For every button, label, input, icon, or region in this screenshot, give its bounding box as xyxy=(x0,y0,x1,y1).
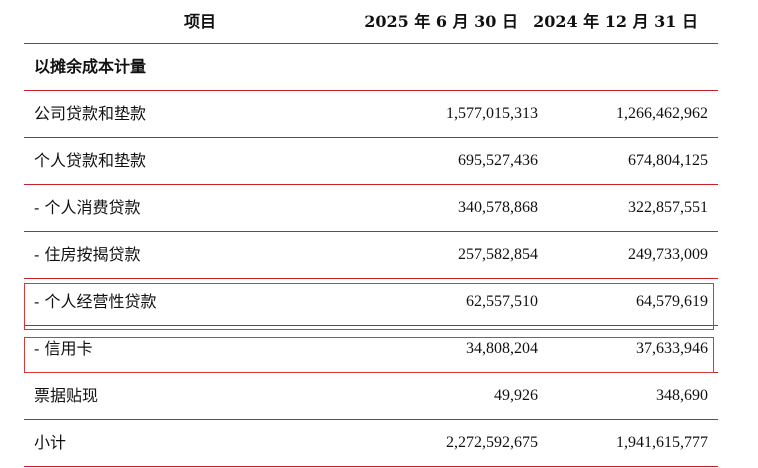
row-value-2025: 1,577,015,313 xyxy=(446,105,538,122)
row-label: 票据贴现 xyxy=(34,386,99,405)
section-title: 以摊余成本计量 xyxy=(34,57,147,76)
row-value-2025: 34,808,204 xyxy=(466,340,538,357)
row-label: - 住房按揭贷款 xyxy=(34,245,141,264)
row-value-2024: 674,804,125 xyxy=(628,152,708,169)
row-value-2025: 62,557,510 xyxy=(466,293,538,310)
row-value-2024: 348,690 xyxy=(656,387,708,404)
row-value-2025: 2,272,592,675 xyxy=(446,434,538,451)
loan-table: 项目 2025 年 6 月 30 日 2024 年 12 月 31 日 以摊余成… xyxy=(24,0,718,467)
table-row: 票据贴现 49,926 348,690 xyxy=(24,373,718,420)
row-value-2025: 340,578,868 xyxy=(458,199,538,216)
row-label: - 个人经营性贷款 xyxy=(34,292,157,311)
row-label: - 信用卡 xyxy=(34,339,93,358)
section-row: 以摊余成本计量 xyxy=(24,44,718,91)
row-value-2025: 695,527,436 xyxy=(458,152,538,169)
table-header: 项目 2025 年 6 月 30 日 2024 年 12 月 31 日 xyxy=(24,0,718,44)
table-row: 个人贷款和垫款 695,527,436 674,804,125 xyxy=(24,138,718,185)
row-value-2024: 1,941,615,777 xyxy=(616,434,708,451)
table-row: 公司贷款和垫款 1,577,015,313 1,266,462,962 xyxy=(24,91,718,138)
table-row-subtotal: 小计 2,272,592,675 1,941,615,777 xyxy=(24,420,718,467)
row-value-2024: 37,633,946 xyxy=(636,340,708,357)
row-label: 个人贷款和垫款 xyxy=(34,151,147,170)
row-label: 公司贷款和垫款 xyxy=(34,104,147,123)
row-value-2024: 322,857,551 xyxy=(628,199,708,216)
table-row: - 信用卡 34,808,204 37,633,946 xyxy=(24,326,718,373)
row-value-2025: 257,582,854 xyxy=(458,246,538,263)
header-item: 项目 xyxy=(184,11,217,31)
row-label: - 个人消费贷款 xyxy=(34,198,141,217)
row-label: 小计 xyxy=(34,433,67,452)
row-value-2024: 64,579,619 xyxy=(636,293,708,310)
row-value-2025: 49,926 xyxy=(494,387,538,404)
table-row: - 住房按揭贷款 257,582,854 249,733,009 xyxy=(24,232,718,279)
table-row: - 个人经营性贷款 62,557,510 64,579,619 xyxy=(24,279,718,326)
table-row: - 个人消费贷款 340,578,868 322,857,551 xyxy=(24,185,718,232)
row-value-2024: 249,733,009 xyxy=(628,246,708,263)
header-date-2024: 2024 年 12 月 31 日 xyxy=(533,11,698,31)
row-value-2024: 1,266,462,962 xyxy=(616,105,708,122)
header-date-2025: 2025 年 6 月 30 日 xyxy=(364,11,518,31)
